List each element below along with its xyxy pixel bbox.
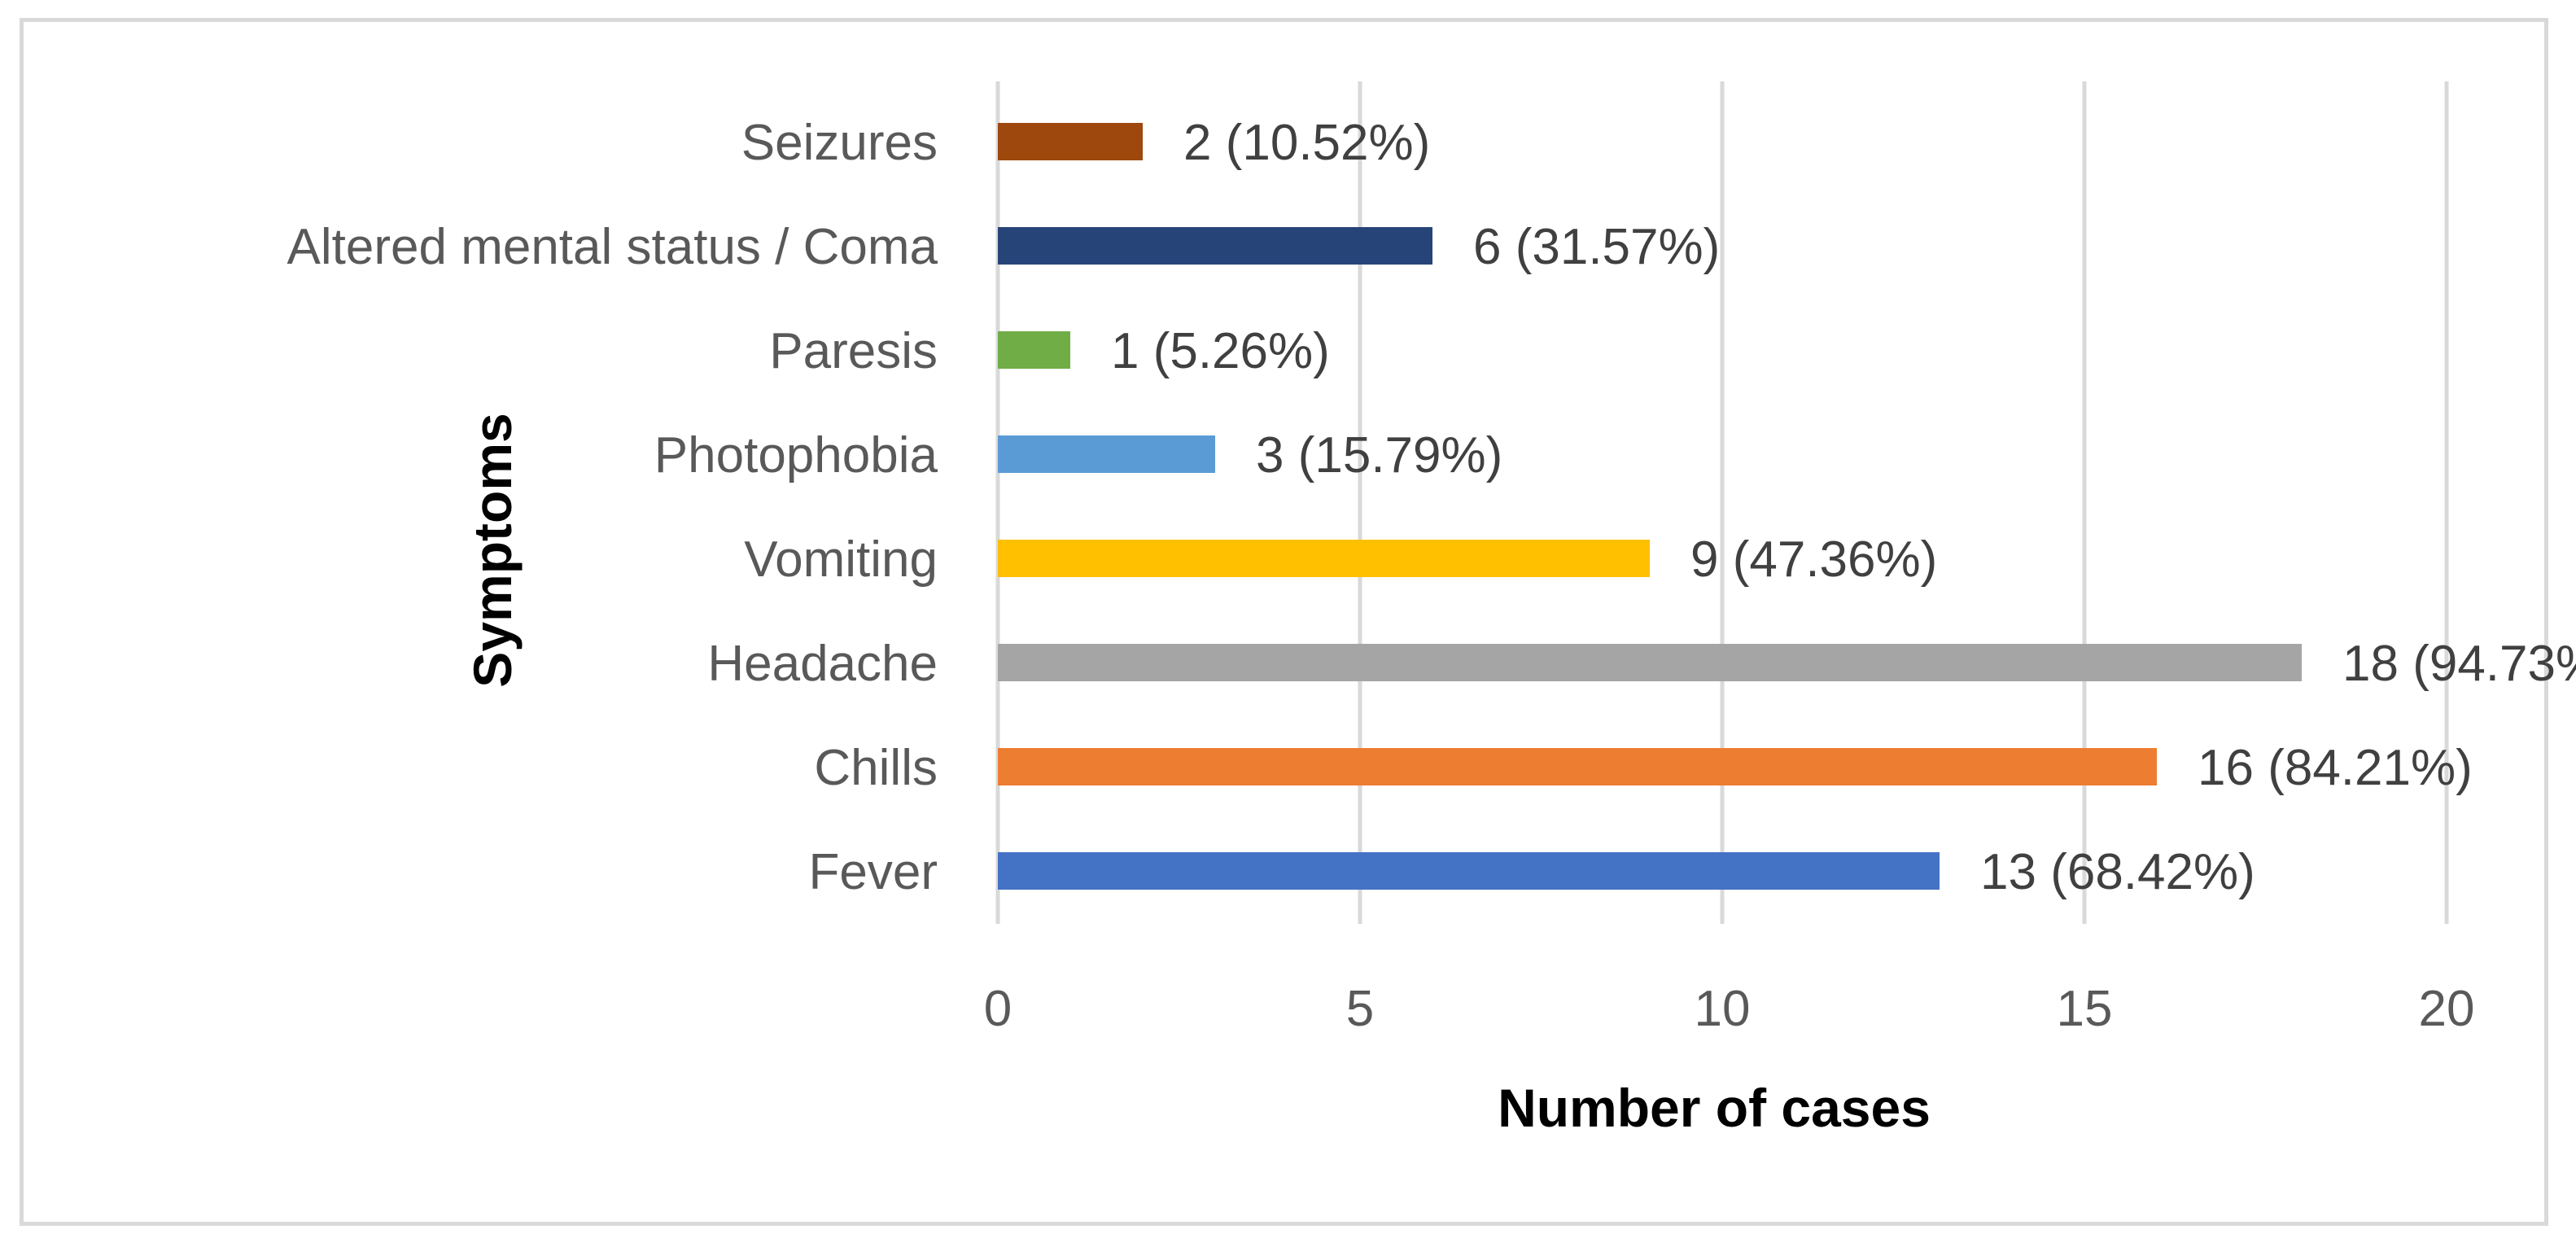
data-label: 18 (94.73%) (2342, 636, 2576, 692)
bar-headache (998, 644, 2302, 681)
category-label: Fever (809, 844, 938, 900)
data-label: 2 (10.52%) (1183, 115, 1430, 171)
x-tick-label: 5 (1346, 981, 1374, 1037)
x-axis-title: Number of cases (1498, 1078, 1931, 1138)
bar-fever (998, 852, 1940, 890)
bar-paresis (998, 331, 1070, 369)
category-label: Seizures (741, 115, 938, 171)
chart-frame (20, 18, 2548, 1226)
bars (998, 123, 2302, 890)
data-label: 3 (15.79%) (1256, 427, 1502, 483)
bar-seizures (998, 123, 1143, 160)
x-tick-label: 10 (1695, 981, 1751, 1037)
data-label: 9 (47.36%) (1690, 532, 1937, 588)
category-label: Altered mental status / Coma (287, 219, 938, 275)
category-label: Photophobia (654, 427, 938, 483)
x-tick-label: 20 (2419, 981, 2475, 1037)
x-tick-label: 15 (2057, 981, 2113, 1037)
data-label: 13 (68.42%) (1980, 844, 2255, 900)
category-label: Vomiting (744, 532, 938, 588)
x-tick-label: 0 (984, 981, 1012, 1037)
gridlines (995, 81, 2449, 924)
category-label: Paresis (769, 323, 938, 379)
bar-photophobia (998, 435, 1215, 473)
bar-vomiting (998, 540, 1650, 577)
bar-chills (998, 748, 2157, 785)
category-label: Chills (814, 740, 938, 796)
data-label: 16 (84.21%) (2198, 740, 2473, 796)
labels: 0 5 10 15 20 Seizures 2 (10.52%) Altered mental… (287, 115, 2576, 1037)
data-label: 6 (31.57%) (1473, 219, 1720, 275)
data-label: 1 (5.26%) (1111, 323, 1330, 379)
bar-altered-mental-status-coma (998, 227, 1432, 265)
y-axis-title: Symptoms (462, 413, 523, 687)
category-label: Headache (707, 636, 938, 692)
